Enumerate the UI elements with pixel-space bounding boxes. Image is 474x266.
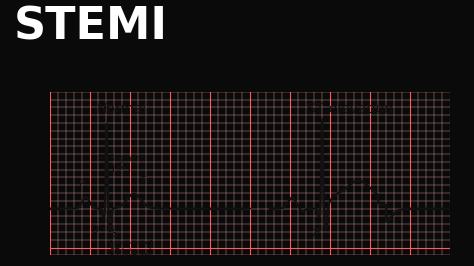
Text: STEMI: STEMI: [14, 5, 168, 48]
Text: S: S: [111, 229, 118, 239]
Text: ST Interval: ST Interval: [110, 248, 152, 257]
Text: R: R: [103, 103, 110, 113]
Text: P: P: [80, 179, 86, 189]
Text: Normal: Normal: [97, 102, 147, 115]
Text: T: T: [139, 176, 145, 186]
Text: ST elevation: ST elevation: [307, 102, 393, 115]
Text: ST Segment: ST Segment: [98, 154, 144, 163]
Text: Q: Q: [91, 225, 99, 235]
